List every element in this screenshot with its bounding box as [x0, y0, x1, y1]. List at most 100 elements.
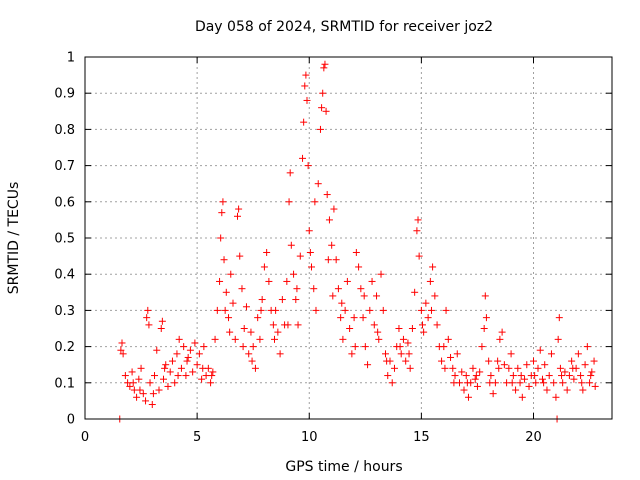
data-point: [482, 314, 490, 322]
data-point: [577, 372, 585, 380]
data-point: [148, 401, 156, 409]
data-point: [440, 343, 448, 351]
data-point: [323, 191, 331, 199]
data-point: [162, 361, 170, 369]
data-point: [543, 386, 551, 394]
data-point: [265, 277, 273, 285]
data-point: [555, 314, 563, 322]
data-point: [151, 372, 159, 380]
data-point: [438, 357, 446, 365]
data-point: [451, 372, 459, 380]
data-point: [137, 364, 145, 372]
data-point: [328, 241, 336, 249]
data-point: [248, 357, 256, 365]
data-point: [415, 252, 423, 260]
data-point: [352, 248, 360, 256]
data-point: [462, 372, 470, 380]
x-tick-label: 20: [525, 430, 542, 445]
data-point: [556, 364, 564, 372]
data-point: [312, 306, 320, 314]
data-point: [145, 321, 153, 329]
data-point: [408, 325, 416, 332]
data-point: [486, 379, 494, 387]
data-point: [337, 314, 345, 322]
data-point: [247, 328, 255, 336]
data-point: [209, 368, 217, 376]
data-point: [191, 339, 199, 347]
data-point: [324, 256, 332, 264]
data-point: [514, 364, 522, 372]
data-point: [231, 335, 239, 343]
data-point: [487, 372, 495, 380]
y-tick-label: 0.6: [54, 195, 75, 210]
data-point: [561, 368, 569, 376]
data-point: [303, 96, 311, 104]
y-tick-label: 0: [67, 413, 75, 428]
data-point: [338, 299, 346, 307]
data-point: [512, 386, 520, 394]
data-point: [177, 364, 185, 372]
data-point: [157, 325, 165, 332]
data-point: [195, 350, 203, 358]
y-tick-label: 0.5: [54, 232, 75, 247]
data-point: [568, 357, 576, 365]
y-tick-label: 0.3: [54, 304, 75, 319]
x-tick-label: 15: [413, 430, 430, 445]
data-point: [118, 339, 126, 347]
data-point: [359, 314, 367, 322]
data-point: [322, 107, 330, 115]
data-point: [299, 154, 307, 162]
data-point: [239, 343, 247, 351]
data-point: [388, 379, 396, 387]
data-point: [305, 227, 313, 235]
data-point: [447, 353, 455, 361]
data-point: [498, 328, 506, 336]
data-point: [143, 314, 151, 322]
data-points: [116, 60, 599, 423]
data-point: [330, 205, 338, 213]
data-point: [450, 379, 458, 387]
data-point: [429, 263, 437, 271]
data-point: [320, 64, 328, 72]
data-point: [343, 277, 351, 285]
data-point: [441, 364, 449, 372]
data-point: [411, 288, 419, 296]
data-point: [263, 248, 271, 256]
data-point: [171, 379, 179, 387]
data-point: [208, 372, 216, 380]
data-point: [207, 379, 215, 387]
data-point: [161, 364, 169, 372]
data-point: [286, 169, 294, 177]
data-point: [458, 368, 466, 376]
data-point: [153, 346, 161, 354]
data-point: [550, 379, 558, 387]
data-point: [175, 335, 183, 343]
x-tick-label: 10: [301, 430, 318, 445]
data-point: [530, 357, 538, 365]
data-point: [184, 353, 192, 361]
data-point: [350, 314, 358, 322]
data-point: [496, 335, 504, 343]
x-tick-label: 0: [81, 430, 89, 445]
data-point: [489, 390, 497, 398]
data-point: [406, 364, 414, 372]
y-tick-label: 0.8: [54, 123, 75, 138]
x-tick-label: 5: [193, 430, 201, 445]
data-point: [471, 375, 479, 383]
data-point: [494, 357, 502, 365]
data-point: [274, 328, 282, 336]
data-point: [565, 372, 573, 380]
axis-ticks: 00.10.20.30.40.50.60.70.80.910 5 10 15 20: [54, 51, 612, 445]
data-point: [220, 256, 228, 264]
data-point: [581, 361, 589, 369]
data-point: [139, 390, 147, 398]
data-point: [314, 180, 322, 188]
data-point: [578, 379, 586, 387]
data-point: [587, 372, 595, 380]
data-point: [472, 372, 480, 380]
data-point: [532, 379, 540, 387]
data-point: [302, 71, 310, 79]
data-point: [249, 343, 257, 351]
data-point: [417, 306, 425, 314]
data-point: [426, 277, 434, 285]
